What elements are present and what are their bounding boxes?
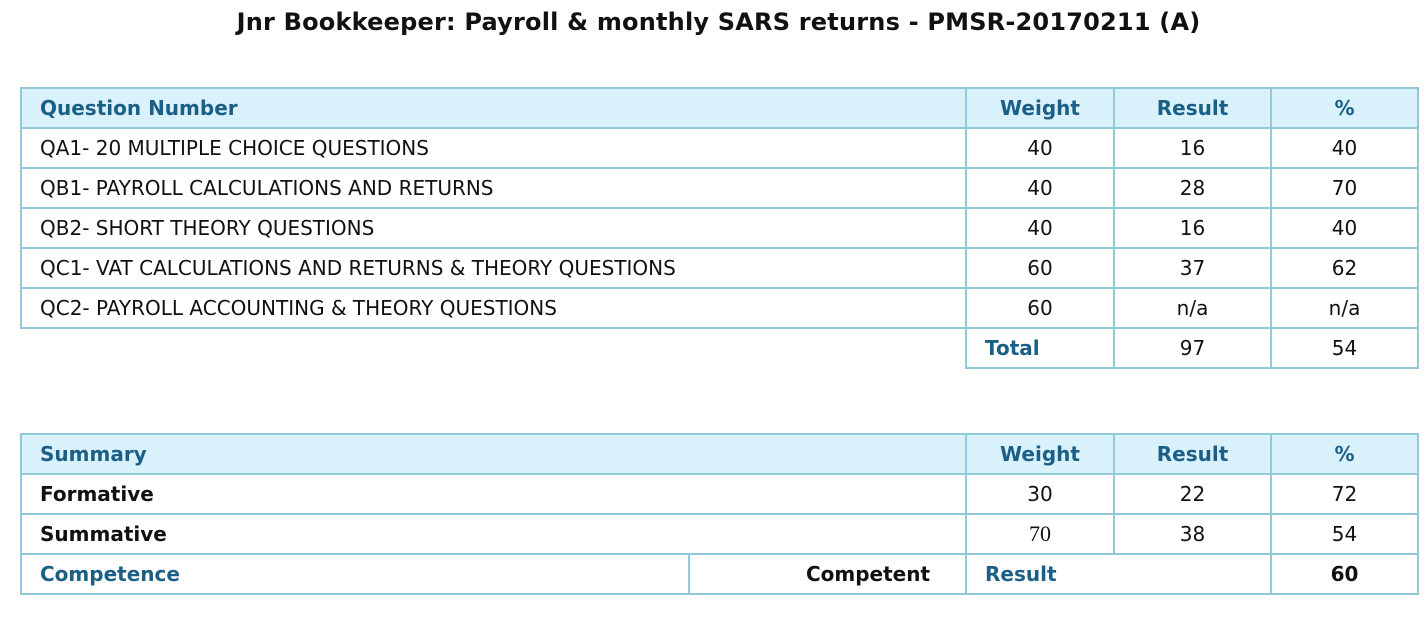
result-cell: 28 [1113, 167, 1272, 209]
result-cell: 38 [1113, 513, 1272, 555]
weight-cell: 40 [965, 167, 1115, 209]
questions-table: Question Number Weight Result % QA1- 20 … [20, 87, 1419, 369]
weight-cell: 60 [965, 287, 1115, 329]
table-header-row: Question Number Weight Result % [20, 87, 1419, 129]
weight-cell: 40 [965, 127, 1115, 169]
summary-table: Summary Weight Result % Formative 30 22 … [20, 433, 1419, 595]
header-question-number: Question Number [20, 87, 967, 129]
table-row: QA1- 20 MULTIPLE CHOICE QUESTIONS 40 16 … [20, 127, 1419, 169]
table-row: Formative 30 22 72 [20, 473, 1419, 515]
page-title: Jnr Bookkeeper: Payroll & monthly SARS r… [236, 8, 1201, 36]
header-summary: Summary [20, 433, 967, 475]
result-cell: 37 [1113, 247, 1272, 289]
competence-result-value: 60 [1270, 553, 1419, 595]
weight-cell: 40 [965, 207, 1115, 249]
total-label: Total [965, 327, 1115, 369]
percent-cell: 54 [1270, 513, 1419, 555]
percent-cell: 70 [1270, 167, 1419, 209]
weight-cell: 60 [965, 247, 1115, 289]
result-cell: n/a [1113, 287, 1272, 329]
competence-row: Competence Competent Result 60 [20, 553, 1419, 595]
question-cell: QB2- SHORT THEORY QUESTIONS [20, 207, 967, 249]
question-cell: QA1- 20 MULTIPLE CHOICE QUESTIONS [20, 127, 967, 169]
competence-result-label: Result [965, 553, 1271, 595]
summary-label-formative: Formative [20, 473, 967, 515]
weight-cell: 70 [965, 513, 1115, 555]
competence-label: Competence [20, 553, 690, 595]
table-row: Summative 70 38 54 [20, 513, 1419, 555]
header-percent: % [1270, 433, 1419, 475]
header-result: Result [1113, 87, 1272, 129]
question-cell: QC2- PAYROLL ACCOUNTING & THEORY QUESTIO… [20, 287, 967, 329]
header-weight: Weight [965, 87, 1115, 129]
result-cell: 16 [1113, 207, 1272, 249]
percent-cell: 40 [1270, 127, 1419, 169]
table-header-row: Summary Weight Result % [20, 433, 1419, 475]
header-weight: Weight [965, 433, 1115, 475]
table-row: QC1- VAT CALCULATIONS AND RETURNS & THEO… [20, 247, 1419, 289]
percent-cell: 72 [1270, 473, 1419, 515]
header-result: Result [1113, 433, 1272, 475]
total-row: Total 97 54 [21, 327, 1419, 369]
result-cell: 16 [1113, 127, 1272, 169]
percent-cell: n/a [1270, 287, 1419, 329]
table-row: QC2- PAYROLL ACCOUNTING & THEORY QUESTIO… [20, 287, 1419, 329]
total-spacer [21, 327, 966, 368]
percent-cell: 62 [1270, 247, 1419, 289]
result-cell: 22 [1113, 473, 1272, 515]
table-row: QB2- SHORT THEORY QUESTIONS 40 16 40 [20, 207, 1419, 249]
total-result: 97 [1113, 327, 1272, 369]
question-cell: QB1- PAYROLL CALCULATIONS AND RETURNS [20, 167, 967, 209]
summary-label-summative: Summative [20, 513, 967, 555]
competence-value: Competent [688, 553, 967, 595]
question-cell: QC1- VAT CALCULATIONS AND RETURNS & THEO… [20, 247, 967, 289]
weight-cell: 30 [965, 473, 1115, 515]
header-percent: % [1270, 87, 1419, 129]
table-row: QB1- PAYROLL CALCULATIONS AND RETURNS 40… [20, 167, 1419, 209]
percent-cell: 40 [1270, 207, 1419, 249]
total-percent: 54 [1270, 327, 1419, 369]
